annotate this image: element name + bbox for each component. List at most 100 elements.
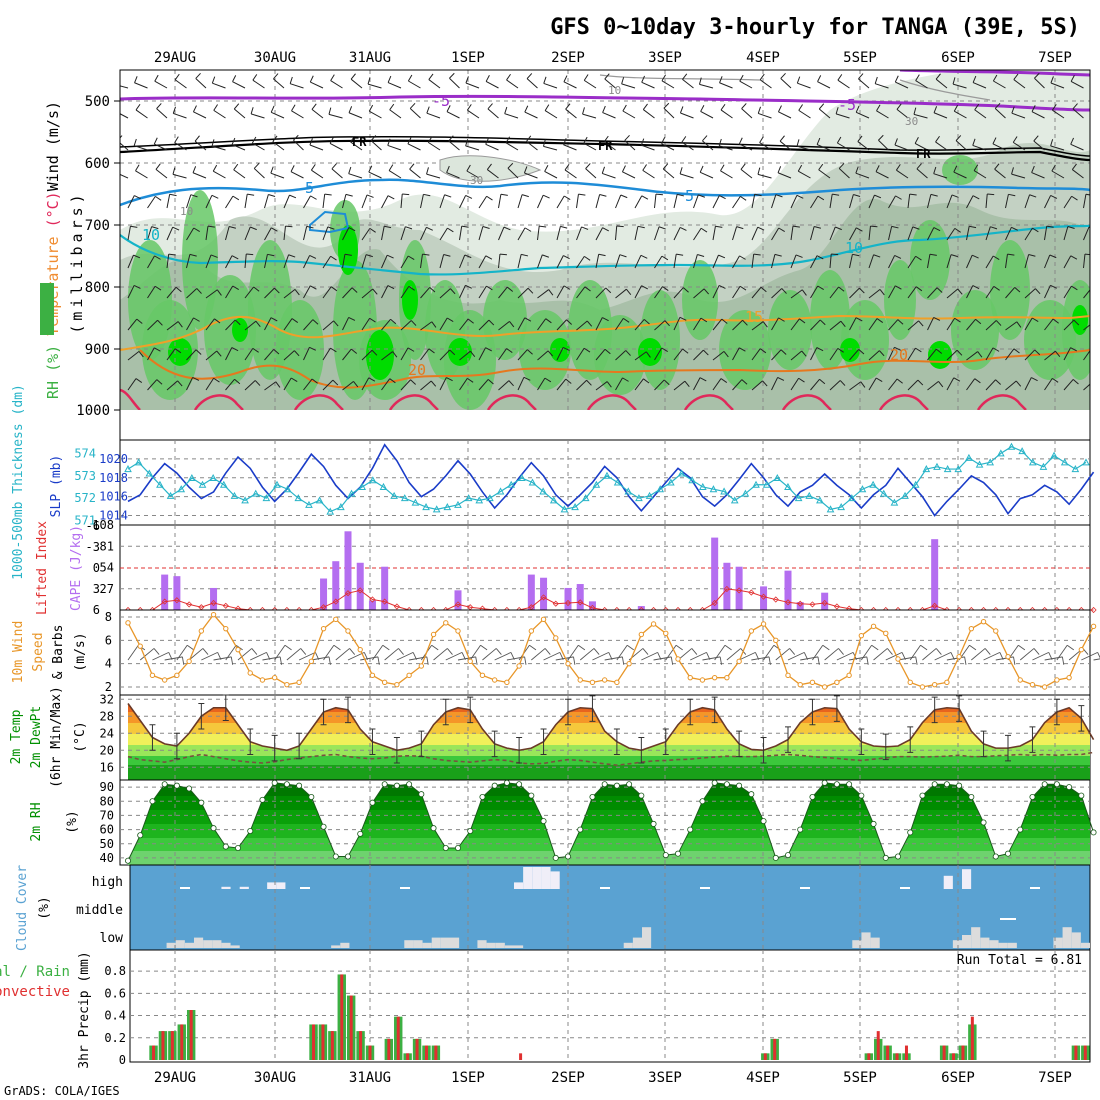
thickness-point <box>752 480 760 488</box>
wind-barb-flag <box>327 226 335 230</box>
slp-tick-label: 1016 <box>99 490 128 504</box>
wind-point <box>748 628 755 634</box>
date-label-top: 31AUG <box>349 50 391 66</box>
thickness-point <box>358 482 367 490</box>
li-point <box>332 598 339 605</box>
wind-barb <box>933 173 948 179</box>
wind-barb-flag <box>1070 347 1077 352</box>
thickness-point <box>805 491 814 499</box>
wind-barb <box>693 377 701 391</box>
wind-barb <box>1063 195 1073 209</box>
wind-barb-flag <box>956 349 963 356</box>
wind-barb-flag <box>232 285 239 291</box>
wind-barb <box>972 144 987 151</box>
wind-barb-flag <box>499 253 507 256</box>
surface-wind-barb-flag <box>1066 644 1075 651</box>
wind-barb <box>563 81 577 89</box>
wind-barb <box>595 348 606 361</box>
millibars-label: (millibars) <box>68 190 86 333</box>
surface-wind-barb-flag <box>1033 648 1040 655</box>
wind-barb-flag <box>739 285 747 291</box>
wind-barb-flag <box>602 227 609 232</box>
wind-barb <box>624 140 636 151</box>
wind-barb-flag <box>544 165 549 172</box>
wind-barb-flag <box>134 76 138 83</box>
wind-barb-flag <box>446 317 454 323</box>
rh-point <box>137 832 144 839</box>
temp-ylabel-b: 2m DewPt <box>29 706 44 769</box>
wind-barb-flag <box>1070 137 1075 145</box>
wind-barb <box>556 378 567 391</box>
wind-barb-flag <box>1050 194 1058 199</box>
wind-barb-flag <box>700 227 708 233</box>
wind-barb-flag <box>157 319 163 326</box>
wind-barb <box>526 78 538 89</box>
wind-barb-flag <box>348 106 353 113</box>
wind-barb <box>972 82 987 89</box>
wind-barb <box>565 108 577 119</box>
wind-barb <box>253 168 265 179</box>
surface-wind-barb-flag <box>1061 656 1065 665</box>
wind-barb <box>888 347 895 361</box>
wind-barb <box>127 350 140 361</box>
date-label-top: 29AUG <box>154 50 196 66</box>
wind-barb <box>283 226 286 241</box>
surface-wind-barb <box>751 656 770 661</box>
wind-barb-flag <box>798 104 803 111</box>
thickness-point <box>901 491 909 499</box>
wind-barb-flag <box>780 72 786 79</box>
surface-wind-barb-flag <box>789 648 796 655</box>
rh-point <box>626 781 633 788</box>
wind-barb-flag <box>250 226 257 231</box>
wind-barb <box>790 350 803 361</box>
wind-barb-flag <box>387 285 395 290</box>
rh-point <box>393 782 400 789</box>
wind-point <box>858 632 865 639</box>
wind-barb <box>1024 227 1033 241</box>
wind-barb-flag <box>625 350 631 356</box>
cloud-bar-low <box>870 937 880 948</box>
surface-wind-barb <box>983 651 1001 661</box>
date-label-bottom: 31AUG <box>349 1070 391 1086</box>
rh-point <box>1078 792 1085 799</box>
rh-cell <box>594 315 646 395</box>
wind-barb-flag <box>895 195 902 200</box>
wind-barb-flag <box>311 378 318 384</box>
cape-bar <box>210 587 218 610</box>
wind-barb <box>615 254 621 269</box>
wind-barb <box>428 79 441 89</box>
label-twenty-b: 20 <box>890 346 908 364</box>
minus5-contour <box>120 94 1090 112</box>
wind-barb-flag <box>1013 73 1019 80</box>
wind-barb <box>120 142 129 151</box>
li-point <box>198 604 205 611</box>
thickness-point <box>496 487 505 495</box>
wind-barb-flag <box>466 104 472 111</box>
thickness-point <box>1007 442 1016 450</box>
wind-barb-flag <box>310 195 317 200</box>
date-label-top: 7SEP <box>1038 50 1072 66</box>
pressure-tick-label: 600 <box>85 156 110 172</box>
wind-barb-flag <box>933 166 937 174</box>
wind-barb-flag <box>703 349 709 356</box>
wind-barb <box>868 377 877 391</box>
wind-barb <box>166 194 171 209</box>
thickness-point <box>379 482 388 490</box>
date-label-bottom: 3SEP <box>648 1070 682 1086</box>
surface-wind-barb <box>433 648 448 661</box>
rh-point <box>552 854 559 861</box>
cape-bar <box>711 537 719 610</box>
wind-barb-flag <box>368 165 373 173</box>
minmax-bars <box>149 694 1085 764</box>
wind-barb-flag <box>796 76 801 84</box>
wind-barb-flag <box>995 320 1002 326</box>
wind-barb-flag <box>699 377 707 382</box>
wind-barb <box>342 317 350 331</box>
wind-barb <box>264 287 275 299</box>
wind-barb <box>283 194 290 209</box>
wind-barb <box>361 228 371 241</box>
wind-barb <box>1044 226 1048 241</box>
rh-point <box>931 781 938 788</box>
wind-barb-flag <box>192 376 200 381</box>
